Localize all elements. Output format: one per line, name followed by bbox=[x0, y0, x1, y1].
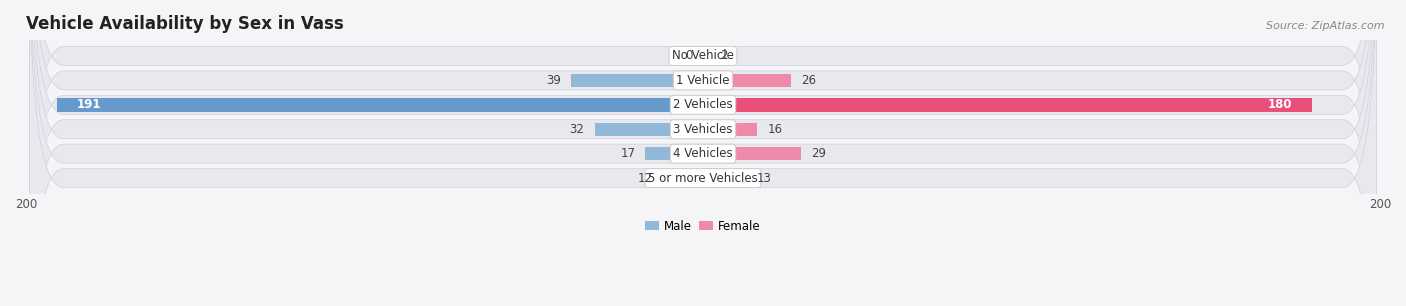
Text: 3 Vehicles: 3 Vehicles bbox=[673, 123, 733, 136]
FancyBboxPatch shape bbox=[30, 0, 1376, 306]
Text: 32: 32 bbox=[569, 123, 585, 136]
Bar bbox=[703, 122, 758, 136]
Text: 39: 39 bbox=[546, 74, 561, 87]
Text: 13: 13 bbox=[758, 172, 772, 185]
Text: Vehicle Availability by Sex in Vass: Vehicle Availability by Sex in Vass bbox=[27, 15, 344, 33]
Legend: Male, Female: Male, Female bbox=[641, 215, 765, 237]
FancyBboxPatch shape bbox=[30, 0, 1376, 306]
Bar bbox=[645, 147, 703, 160]
Bar bbox=[595, 122, 703, 136]
Bar bbox=[703, 171, 747, 185]
Text: 191: 191 bbox=[77, 98, 101, 111]
Text: 2: 2 bbox=[720, 50, 727, 62]
Text: 2 Vehicles: 2 Vehicles bbox=[673, 98, 733, 111]
Bar bbox=[703, 49, 710, 63]
Text: 4 Vehicles: 4 Vehicles bbox=[673, 147, 733, 160]
Text: 12: 12 bbox=[637, 172, 652, 185]
FancyBboxPatch shape bbox=[30, 0, 1376, 306]
Text: 16: 16 bbox=[768, 123, 782, 136]
Bar bbox=[703, 74, 792, 87]
Text: 180: 180 bbox=[1267, 98, 1292, 111]
Bar bbox=[703, 98, 1312, 112]
Text: 0: 0 bbox=[686, 50, 693, 62]
FancyBboxPatch shape bbox=[30, 0, 1376, 306]
Text: 17: 17 bbox=[620, 147, 636, 160]
Text: 1 Vehicle: 1 Vehicle bbox=[676, 74, 730, 87]
Bar bbox=[703, 147, 801, 160]
FancyBboxPatch shape bbox=[30, 0, 1376, 306]
Text: 26: 26 bbox=[801, 74, 815, 87]
Bar bbox=[662, 171, 703, 185]
Text: Source: ZipAtlas.com: Source: ZipAtlas.com bbox=[1267, 21, 1385, 32]
Bar bbox=[571, 74, 703, 87]
Text: 5 or more Vehicles: 5 or more Vehicles bbox=[648, 172, 758, 185]
FancyBboxPatch shape bbox=[30, 0, 1376, 291]
Text: 29: 29 bbox=[811, 147, 827, 160]
Bar bbox=[56, 98, 703, 112]
Text: No Vehicle: No Vehicle bbox=[672, 50, 734, 62]
